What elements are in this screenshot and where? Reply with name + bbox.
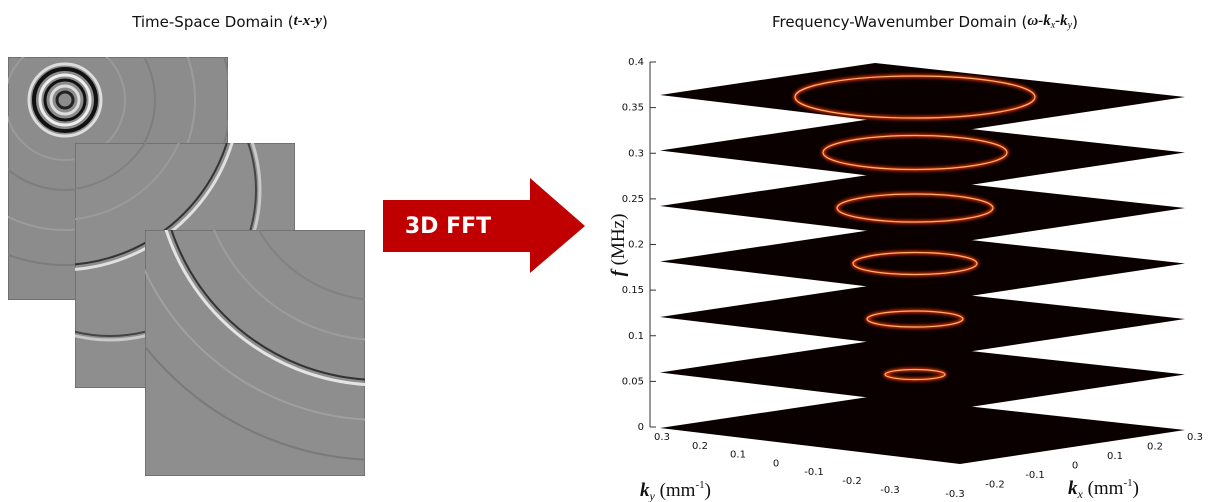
ring [866, 310, 964, 328]
f-tick-label: 0.25 [622, 194, 644, 205]
f-tick-label: 0.1 [628, 331, 644, 342]
f-ticks: 0 0.05 0.1 0.15 0.2 0.25 0.3 0.35 0.4 [622, 57, 656, 433]
ky-tick-label: 0 [773, 458, 779, 469]
ring [884, 368, 946, 381]
ring [852, 251, 978, 276]
kx-tick-label: 0.2 [1147, 442, 1163, 453]
f-tick-label: 0.35 [622, 103, 644, 114]
left-title: Time-Space Domain (t-x-y) [131, 13, 328, 31]
f-tick-label: 0.05 [622, 376, 644, 387]
ky-axis-label: ky (mm-1) [640, 479, 711, 502]
kx-tick-label: 0.3 [1187, 432, 1203, 443]
kx-tick-label: 0 [1072, 461, 1078, 472]
kx-axis-label: kx (mm-1) [1068, 477, 1139, 501]
spectrum-slices [660, 63, 1185, 464]
right-title: Frequency-Wavenumber Domain (ω-kx-ky) [772, 13, 1078, 32]
slice [660, 63, 1185, 131]
ky-tick-label: 0.3 [654, 432, 670, 443]
f-tick-label: 0.2 [628, 240, 644, 251]
slice [660, 396, 1185, 464]
ky-tick-label: 0.2 [692, 441, 708, 452]
f-tick-label: 0.15 [622, 285, 644, 296]
fft-arrow [383, 178, 585, 273]
kx-ticks: -0.3 -0.2 -0.1 0 0.1 0.2 0.3 [945, 432, 1203, 500]
f-tick-label: 0 [638, 422, 644, 433]
slice [660, 174, 1185, 242]
kx-tick-label: -0.1 [1025, 470, 1045, 481]
slice [660, 340, 1185, 409]
slice [660, 229, 1185, 298]
kx-tick-label: 0.1 [1107, 451, 1123, 462]
ring [794, 75, 1036, 119]
kx-tick-label: -0.3 [945, 489, 965, 500]
ky-tick-label: -0.1 [804, 467, 824, 478]
slice [660, 285, 1185, 353]
f-tick-label: 0.4 [628, 57, 644, 68]
arrow-label: 3D FFT [405, 214, 491, 239]
ky-tick-label: -0.3 [880, 485, 900, 496]
ring [836, 193, 994, 223]
ring [822, 134, 1008, 171]
ky-tick-label: -0.2 [842, 476, 862, 487]
wavefield-image [145, 230, 365, 476]
f-tick-label: 0.3 [628, 148, 644, 159]
kx-tick-label: -0.2 [985, 480, 1005, 491]
ky-ticks: 0.3 0.2 0.1 0 -0.1 -0.2 -0.3 [654, 432, 900, 496]
ky-tick-label: 0.1 [730, 450, 746, 461]
slice [660, 118, 1185, 187]
f-axis-label: f (MHz) [608, 214, 629, 277]
